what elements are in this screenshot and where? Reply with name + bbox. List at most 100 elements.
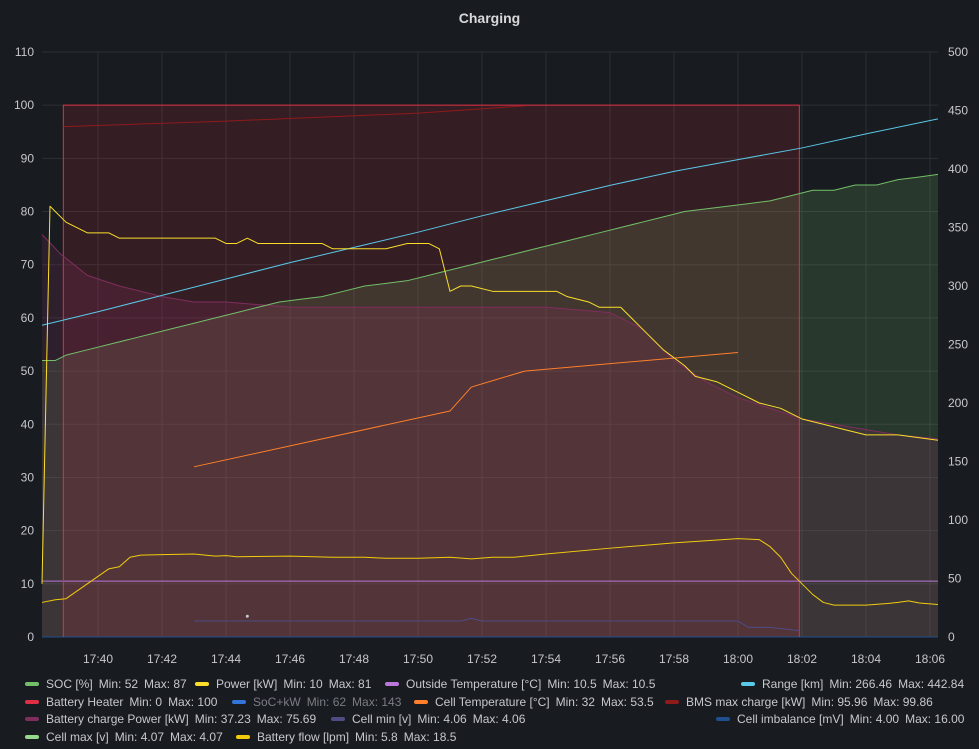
legend-series-name: Power [kW] [216, 677, 278, 691]
legend-swatch [25, 700, 39, 704]
panel-title[interactable]: Charging [458, 10, 521, 26]
series-line-heater [62, 104, 800, 637]
legend-swatch [665, 700, 679, 704]
x-axis: 17:40 17:42 17:44 17:46 17:48 17:50 17:52 17:54… [83, 652, 945, 666]
y-axis-right: 0 50 100 150 200 250 300 350 400 450 500 [948, 45, 968, 644]
y-right-tick-label: 300 [948, 279, 968, 293]
y-left-tick-label: 40 [21, 417, 35, 431]
legend-max: Max: 16.00 [905, 712, 965, 726]
legend-item-heater[interactable]: Battery Heater Min: 0 Max: 100 [25, 695, 223, 709]
x-tick-label: 18:06 [915, 652, 945, 666]
x-tick-label: 17:58 [659, 652, 689, 666]
legend-swatch [414, 700, 428, 704]
series-line-range [41, 118, 939, 326]
legend-series-name: Outside Temperature [°C] [406, 677, 542, 691]
y-right-tick-label: 50 [948, 572, 962, 586]
x-tick-label: 17:42 [147, 652, 177, 666]
legend-max: Max: 10.5 [602, 677, 656, 691]
legend-item-soc-kw[interactable]: SoC+kW Min: 62 Max: 143 [232, 695, 407, 709]
legend-swatch [716, 717, 730, 721]
legend-min: Min: 95.96 [811, 695, 868, 709]
legend-series-name: Battery flow [lpm] [257, 730, 350, 744]
legend-series-name: Cell imbalance [mV] [737, 712, 844, 726]
series-line-power [41, 205, 939, 584]
series-line-flow [41, 538, 939, 606]
legend-min: Min: 4.06 [417, 712, 467, 726]
legend-min: Min: 10 [283, 677, 323, 691]
legend-series-name: Battery Heater [46, 695, 124, 709]
x-tick-label: 18:04 [851, 652, 881, 666]
legend-item-cell-temp[interactable]: Cell Temperature [°C] Min: 32 Max: 53.5 [414, 695, 660, 709]
series-fill-soc [42, 174, 938, 637]
legend-min: Min: 52 [98, 677, 139, 691]
y-left-tick-label: 10 [21, 577, 35, 591]
legend-swatch [232, 700, 246, 704]
legend-item-cell-min[interactable]: Cell min [v] Min: 4.06 Max: 4.06 [331, 712, 531, 726]
x-tick-label: 17:54 [531, 652, 561, 666]
legend-series-name: SoC+kW [253, 695, 301, 709]
legend-min: Min: 4.00 [849, 712, 900, 726]
legend-max: Max: 75.69 [256, 712, 317, 726]
y-right-tick-label: 150 [948, 455, 968, 469]
y-right-tick-label: 450 [948, 104, 968, 118]
x-tick-label: 18:02 [787, 652, 817, 666]
legend-item-flow[interactable]: Battery flow [lpm] Min: 5.8 Max: 18.5 [236, 730, 462, 744]
legend-max: Max: 53.5 [600, 695, 654, 709]
legend-swatch [385, 682, 399, 686]
legend-series-name: Battery charge Power [kW] [46, 712, 189, 726]
legend-swatch [25, 682, 39, 686]
y-left-tick-label: 100 [14, 98, 34, 112]
legend-min: Min: 266.46 [829, 677, 893, 691]
y-left-tick-label: 60 [21, 311, 35, 325]
y-left-tick-label: 70 [21, 258, 35, 272]
y-left-tick-label: 80 [21, 205, 35, 219]
legend-item-cell-imbalance[interactable]: Cell imbalance [mV] Min: 4.00 Max: 16.00 [716, 712, 970, 726]
legend-min: Min: 62 [306, 695, 347, 709]
legend-item-outside-temp[interactable]: Outside Temperature [°C] Min: 10.5 Max: … [385, 677, 661, 691]
legend-swatch [25, 735, 39, 739]
legend-min: Min: 32 [555, 695, 595, 709]
y-right-tick-label: 400 [948, 162, 968, 176]
legend-max: Max: 442.84 [898, 677, 965, 691]
legend-min: Min: 37.23 [194, 712, 251, 726]
legend-item-range[interactable]: Range [km] Min: 266.46 Max: 442.84 [741, 677, 970, 691]
series-line-cell_min [194, 617, 800, 632]
legend-series-name: Cell min [v] [352, 712, 412, 726]
y-right-tick-label: 200 [948, 396, 968, 410]
legend-max: Max: 4.07 [170, 730, 223, 744]
series-lines [41, 104, 939, 638]
time-series-chart[interactable]: 0 10 20 30 40 50 60 70 80 90 100 110 0 50 100 150 200 25… [0, 0, 979, 673]
y-right-tick-label: 100 [948, 513, 968, 527]
data-point-soc_dot [245, 614, 249, 618]
legend-max: Max: 143 [352, 695, 402, 709]
legend-swatch [331, 717, 345, 721]
x-tick-label: 17:52 [467, 652, 497, 666]
y-right-tick-label: 250 [948, 338, 968, 352]
y-right-tick-label: 0 [948, 630, 955, 644]
legend-swatch [236, 735, 250, 739]
y-axis-left: 0 10 20 30 40 50 60 70 80 90 100 110 [14, 45, 34, 644]
x-tick-label: 17:50 [403, 652, 433, 666]
legend-max: Max: 4.06 [472, 712, 526, 726]
legend-max: Max: 100 [168, 695, 218, 709]
y-left-tick-label: 50 [21, 364, 35, 378]
legend-series-name: Cell Temperature [°C] [435, 695, 550, 709]
series-fill-heater [63, 105, 800, 637]
legend-item-cell-max[interactable]: Cell max [v] Min: 4.07 Max: 4.07 [25, 730, 229, 744]
series-line-bms [63, 105, 525, 128]
y-left-tick-label: 0 [27, 630, 34, 644]
legend-swatch [195, 682, 209, 686]
series-line-soc [42, 173, 939, 361]
legend-max: Max: 99.86 [873, 695, 933, 709]
legend-min: Min: 0 [129, 695, 163, 709]
y-right-tick-label: 500 [948, 45, 968, 59]
legend-item-power[interactable]: Power [kW] Min: 10 Max: 81 [195, 677, 377, 691]
legend-item-bms[interactable]: BMS max charge [kW] Min: 95.96 Max: 99.8… [665, 695, 939, 709]
x-tick-label: 17:44 [211, 652, 241, 666]
legend-max: Max: 81 [328, 677, 372, 691]
legend-item-batt-power[interactable]: Battery charge Power [kW] Min: 37.23 Max… [25, 712, 322, 726]
legend-item-soc[interactable]: SOC [%] Min: 52 Max: 87 [25, 677, 193, 691]
series-line-batt_power [41, 234, 939, 440]
legend-min: Min: 4.07 [114, 730, 165, 744]
